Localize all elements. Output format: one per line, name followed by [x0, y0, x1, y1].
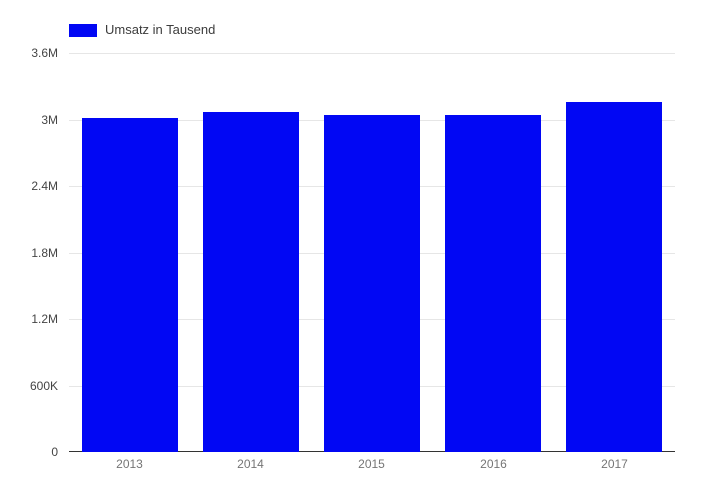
x-tick-label: 2015 — [358, 457, 385, 471]
x-tick-label: 2013 — [116, 457, 143, 471]
x-tick-label: 2016 — [480, 457, 507, 471]
y-tick-label: 1.2M — [31, 312, 58, 326]
x-tick-label: 2014 — [237, 457, 264, 471]
y-tick-label: 600K — [29, 378, 58, 393]
y-tick-label: 3.6M — [31, 46, 58, 60]
legend-swatch — [69, 23, 97, 37]
bar-2016[interactable] — [445, 115, 541, 452]
gridline — [69, 53, 675, 54]
bar-2015[interactable] — [324, 115, 420, 452]
plot-area — [69, 53, 675, 452]
legend: Umsatz in Tausend — [69, 23, 215, 37]
x-tick-label: 2017 — [601, 457, 628, 471]
bar-2017[interactable] — [566, 102, 662, 452]
y-tick-label: 2.4M — [31, 179, 58, 193]
bar-2014[interactable] — [203, 112, 299, 452]
y-tick-label: 0 — [51, 445, 58, 459]
bar-2013[interactable] — [82, 118, 178, 452]
y-tick-label: 1.8M — [31, 245, 58, 260]
y-tick-label: 3M — [41, 112, 58, 127]
legend-label: Umsatz in Tausend — [105, 22, 216, 37]
